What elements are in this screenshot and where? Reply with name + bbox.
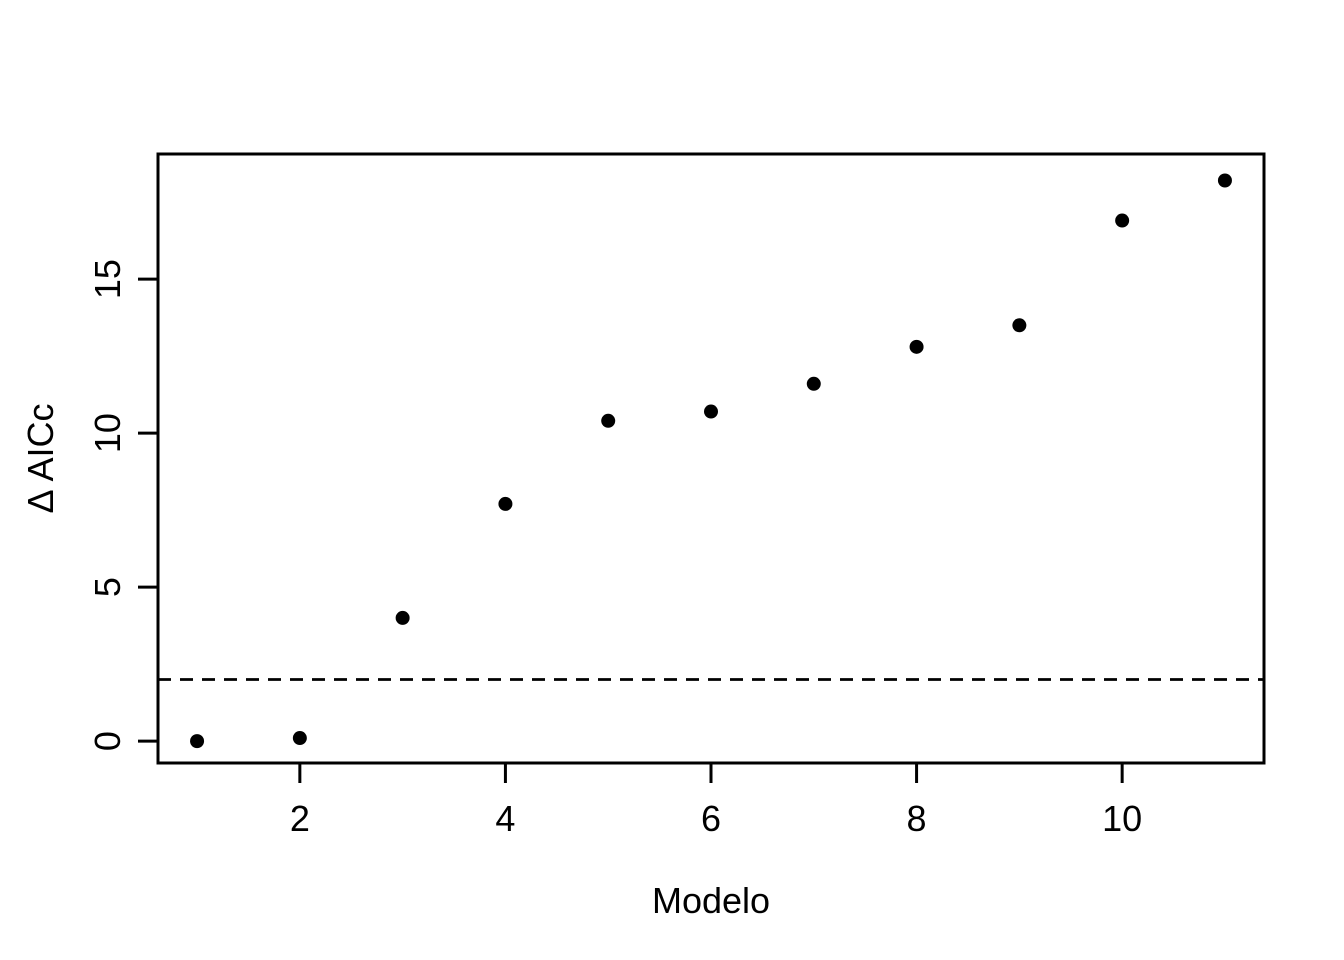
data-point [1115, 213, 1130, 228]
x-tick-label: 10 [1102, 798, 1142, 839]
data-point [601, 413, 616, 428]
y-tick-label: 0 [87, 731, 128, 751]
x-tick-label: 2 [290, 798, 310, 839]
y-tick-label: 15 [87, 259, 128, 299]
x-tick-label: 6 [701, 798, 721, 839]
data-point [1217, 173, 1232, 188]
y-tick-label: 5 [87, 577, 128, 597]
data-point [909, 339, 924, 354]
data-point [498, 496, 513, 511]
x-tick-label: 4 [495, 798, 515, 839]
x-tick-label: 8 [907, 798, 927, 839]
data-point [395, 610, 410, 625]
data-point [704, 404, 718, 419]
plot-border [156, 152, 1266, 765]
data-point [1012, 318, 1027, 333]
y-tick-label: 10 [87, 413, 128, 453]
y-axis-label: Δ AICc [20, 403, 61, 513]
data-point [190, 734, 205, 749]
data-point [292, 731, 307, 746]
x-axis-label: Modelo [652, 880, 770, 921]
data-point [806, 376, 821, 391]
